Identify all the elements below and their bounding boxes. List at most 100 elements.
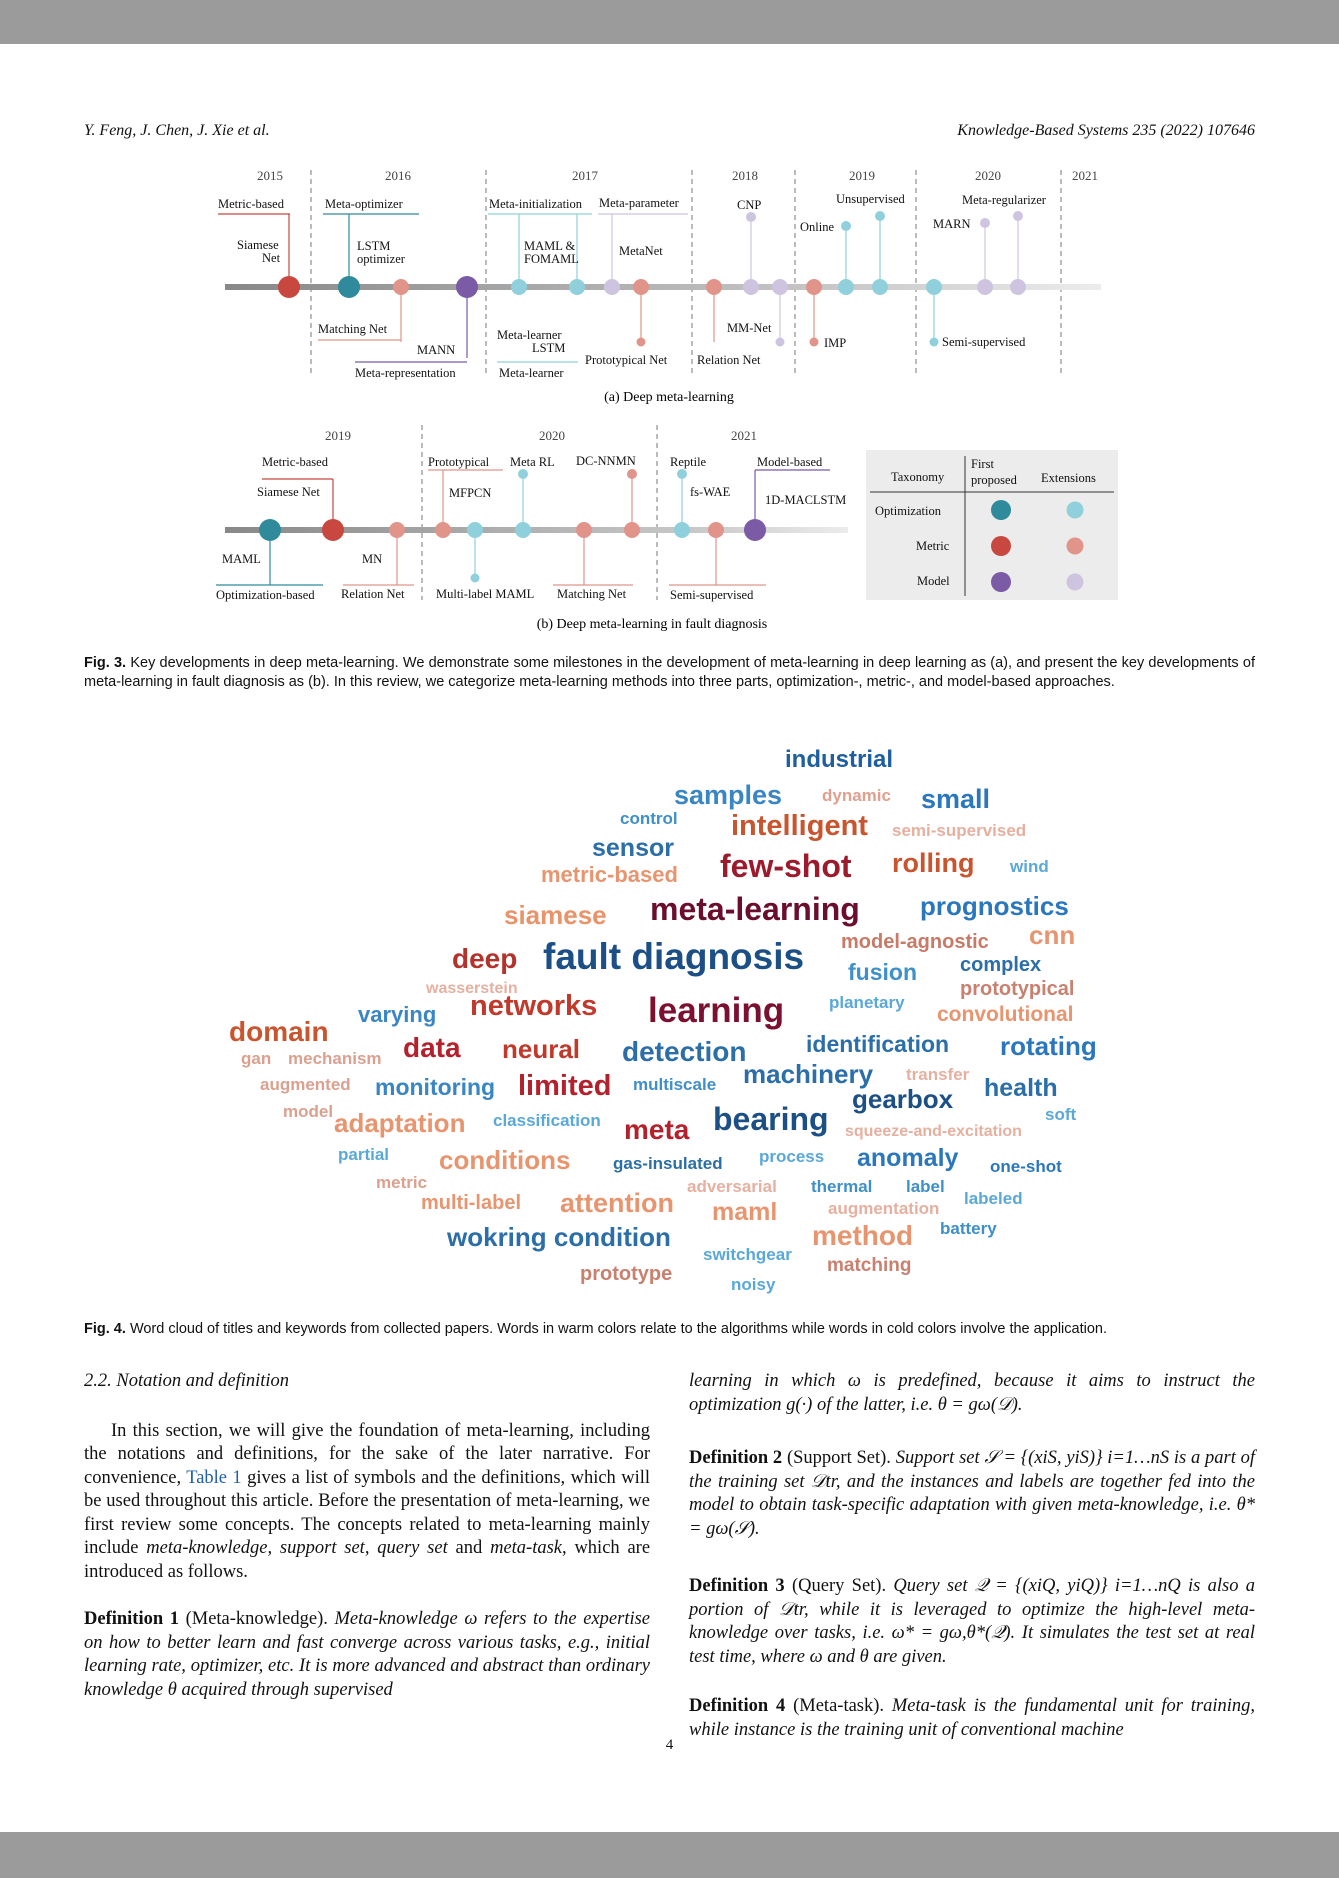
word-cloud-word: multi-label xyxy=(421,1192,522,1214)
text-column-right: learning in which ω is predefined, becau… xyxy=(689,1370,1255,1766)
word-cloud-word: bearing xyxy=(713,1101,829,1137)
svg-text:Relation Net: Relation Net xyxy=(697,353,761,367)
svg-text:Metric-based: Metric-based xyxy=(262,455,329,469)
milestone-mann xyxy=(456,276,478,298)
svg-text:MAML &: MAML & xyxy=(524,239,576,253)
milestone-meta-learner-lstm xyxy=(569,279,585,295)
svg-text:Multi-label MAML: Multi-label MAML xyxy=(436,587,534,601)
word-cloud-word: convolutional xyxy=(937,1003,1074,1026)
word-cloud-word: mechanism xyxy=(288,1049,382,1068)
milestone-cnp xyxy=(743,279,759,295)
svg-text:Meta-initialization: Meta-initialization xyxy=(489,197,583,211)
word-cloud-word: networks xyxy=(470,990,598,1022)
svg-text:Meta-parameter: Meta-parameter xyxy=(599,196,680,210)
svg-text:Reptile: Reptile xyxy=(670,455,707,469)
word-cloud-word: prototype xyxy=(580,1263,673,1285)
milestone-1d-maclstm xyxy=(744,519,766,541)
word-cloud-word: matching xyxy=(827,1255,912,1276)
milestone-siamese xyxy=(278,276,300,298)
word-cloud-word: detection xyxy=(622,1036,747,1067)
word-cloud-word: industrial xyxy=(785,746,894,773)
fig3b-timeline-axis xyxy=(225,527,848,533)
word-cloud-word: limited xyxy=(518,1070,612,1102)
word-cloud-word: squeeze-and-excitation xyxy=(845,1123,1022,1140)
word-cloud-word: neural xyxy=(502,1034,581,1064)
year-2020: 2020 xyxy=(539,428,565,443)
page-number: 4 xyxy=(665,1737,674,1753)
svg-text:Relation Net: Relation Net xyxy=(341,587,405,601)
word-cloud-word: samples xyxy=(674,780,783,810)
svg-text:Model-based: Model-based xyxy=(757,455,823,469)
word-cloud-word: metric-based xyxy=(541,862,678,887)
svg-text:Matching Net: Matching Net xyxy=(557,587,627,601)
fig3-label: Fig. 3. xyxy=(84,655,127,671)
milestone-maml xyxy=(511,279,527,295)
fig3a-year-labels: 2015 2016 2017 2018 2019 2020 2021 xyxy=(257,168,1098,183)
word-cloud-word: maml xyxy=(712,1198,778,1226)
word-cloud-word: identification xyxy=(806,1031,950,1057)
milestone-lstm-optimizer xyxy=(338,276,360,298)
viewer-bottom-bar xyxy=(0,1832,1339,1878)
milestone-metanet xyxy=(604,279,620,295)
year-2021: 2021 xyxy=(731,428,757,443)
word-cloud-word: health xyxy=(984,1074,1058,1102)
word-cloud-word: sensor xyxy=(592,834,674,862)
svg-text:LSTM: LSTM xyxy=(532,341,565,355)
svg-text:Prototypical Net: Prototypical Net xyxy=(585,353,668,367)
word-cloud-word: planetary xyxy=(829,993,905,1012)
fig4-label: Fig. 4. xyxy=(84,1321,126,1337)
svg-text:LSTM: LSTM xyxy=(357,239,390,253)
word-cloud-word: labeled xyxy=(964,1189,1023,1208)
svg-text:1D-MACLSTM: 1D-MACLSTM xyxy=(765,493,846,507)
legend-row-metric: Metric xyxy=(916,539,950,553)
text-column-left: 2.2. Notation and definition In this sec… xyxy=(84,1370,650,1726)
svg-text:Taxonomy: Taxonomy xyxy=(891,470,945,484)
word-cloud-word: dynamic xyxy=(822,786,891,805)
milestone-matching-net xyxy=(393,279,409,295)
milestone-unsupervised xyxy=(872,279,888,295)
fig3b-year-labels: 2019 2020 2021 xyxy=(325,428,757,443)
word-cloud-word: control xyxy=(620,809,678,828)
fig3a-milestones xyxy=(278,276,1026,298)
year-2019: 2019 xyxy=(325,428,351,443)
milestone-matching-net xyxy=(576,522,592,538)
year-2020: 2020 xyxy=(975,168,1001,183)
svg-text:Extensions: Extensions xyxy=(1041,471,1096,485)
word-cloud-word: classification xyxy=(493,1111,601,1130)
svg-text:MARN: MARN xyxy=(933,217,971,231)
milestone-prototypical xyxy=(633,279,649,295)
milestone-meta-rl xyxy=(515,522,531,538)
word-cloud-word: domain xyxy=(229,1016,329,1047)
fig3b-milestones xyxy=(259,519,766,541)
word-cloud-word: wokring condition xyxy=(447,1222,671,1252)
word-cloud-word: gan xyxy=(241,1049,272,1068)
viewer-top-bar xyxy=(0,0,1339,44)
svg-text:Online: Online xyxy=(800,220,834,234)
milestone-fs-wae xyxy=(674,522,690,538)
svg-text:Matching Net: Matching Net xyxy=(318,322,388,336)
svg-text:optimizer: optimizer xyxy=(357,252,406,266)
word-cloud-word: semi-supervised xyxy=(892,821,1027,840)
section-title: 2.2. Notation and definition xyxy=(84,1371,290,1391)
milestone-imp xyxy=(806,279,822,295)
word-cloud-word: fault diagnosis xyxy=(543,936,805,977)
svg-text:MetaNet: MetaNet xyxy=(619,244,663,258)
svg-text:DC-NNMN: DC-NNMN xyxy=(576,454,636,468)
svg-text:Meta RL: Meta RL xyxy=(510,455,555,469)
word-cloud-word: augmentation xyxy=(828,1199,940,1218)
word-cloud-word: data xyxy=(403,1032,461,1063)
word-cloud-word: prototypical xyxy=(960,978,1075,1000)
table-1-link[interactable]: Table 1 xyxy=(186,1467,242,1488)
word-cloud-word: complex xyxy=(960,954,1042,976)
word-cloud-word: conditions xyxy=(439,1145,571,1175)
word-cloud-word: wasserstein xyxy=(426,980,518,997)
figure-3b-timeline: 2019 2020 2021 xyxy=(216,425,1118,632)
svg-text:Net: Net xyxy=(262,251,281,265)
milestone-semi-supervised xyxy=(708,522,724,538)
word-cloud-word: rotating xyxy=(1000,1031,1097,1061)
word-cloud-word: varying xyxy=(358,1002,437,1027)
word-cloud-word: attention xyxy=(560,1188,674,1218)
word-cloud-word: deep xyxy=(452,943,518,974)
word-cloud-word: label xyxy=(906,1177,945,1196)
milestone-relation-net xyxy=(706,279,722,295)
